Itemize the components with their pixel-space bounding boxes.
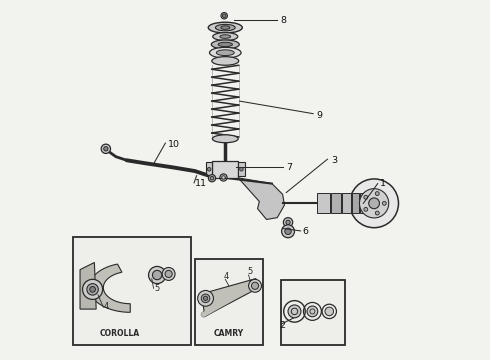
Circle shape [222,14,226,18]
Text: 8: 8 [281,16,287,25]
Circle shape [248,279,262,292]
Circle shape [210,176,214,180]
Circle shape [101,144,111,153]
Bar [238,162,245,176]
Polygon shape [238,178,285,220]
Circle shape [148,266,166,284]
Text: 4: 4 [223,271,229,280]
Bar [206,162,212,176]
Ellipse shape [216,50,234,55]
Polygon shape [89,264,130,312]
Ellipse shape [218,42,232,46]
Circle shape [307,306,318,317]
Bar [360,193,368,213]
Text: 2: 2 [279,321,285,330]
Polygon shape [80,262,96,309]
Circle shape [207,167,211,171]
Circle shape [203,296,208,301]
Circle shape [90,287,96,292]
Text: 7: 7 [286,163,292,172]
Circle shape [286,220,290,225]
Ellipse shape [212,135,238,143]
Ellipse shape [212,57,239,65]
Circle shape [369,198,379,209]
Text: COROLLA: COROLLA [99,329,140,338]
Circle shape [221,13,227,19]
Ellipse shape [213,33,238,41]
Text: 5: 5 [155,284,160,293]
Ellipse shape [211,40,239,49]
Circle shape [87,284,98,295]
Text: 10: 10 [168,140,180,149]
Circle shape [162,267,175,280]
Circle shape [350,179,398,228]
Bar [351,193,359,213]
Ellipse shape [216,24,235,31]
Circle shape [104,147,108,151]
Circle shape [221,176,225,179]
Circle shape [208,175,216,182]
Circle shape [285,228,291,234]
Circle shape [82,279,102,300]
Ellipse shape [221,26,230,30]
Text: 9: 9 [317,111,323,120]
Ellipse shape [220,35,231,39]
Bar [317,193,330,213]
Circle shape [165,270,172,278]
Text: 4: 4 [103,302,109,311]
Circle shape [360,189,389,218]
Circle shape [201,294,210,303]
Text: 11: 11 [195,179,207,188]
Circle shape [240,167,243,171]
Text: 1: 1 [379,179,386,188]
Circle shape [325,307,334,316]
Ellipse shape [210,47,241,58]
Bar [331,193,341,213]
Bar [73,237,191,345]
Circle shape [251,282,259,289]
Circle shape [197,291,214,306]
Circle shape [152,270,162,280]
Circle shape [288,305,301,318]
Bar [195,259,263,345]
Circle shape [382,201,386,205]
Circle shape [375,192,379,195]
Circle shape [282,225,294,238]
Text: 5: 5 [248,267,253,276]
Bar [342,193,351,213]
Bar [281,280,345,345]
Circle shape [364,207,368,211]
Text: 3: 3 [331,156,337,165]
Circle shape [364,195,368,199]
Circle shape [375,211,379,215]
Text: 6: 6 [302,228,308,237]
Bar [212,161,238,178]
Circle shape [283,218,293,227]
Ellipse shape [208,22,243,33]
Polygon shape [203,279,258,316]
Text: CAMRY: CAMRY [214,329,244,338]
